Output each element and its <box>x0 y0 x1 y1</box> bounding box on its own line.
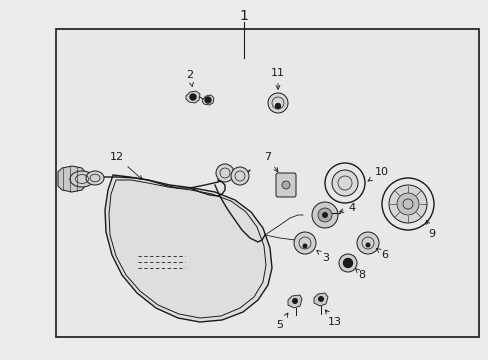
Ellipse shape <box>70 171 94 187</box>
Circle shape <box>302 243 307 248</box>
Circle shape <box>356 232 378 254</box>
Text: 11: 11 <box>270 68 285 89</box>
Polygon shape <box>202 95 214 105</box>
Polygon shape <box>287 295 302 308</box>
Text: 8: 8 <box>355 269 365 280</box>
Text: 3: 3 <box>316 250 329 263</box>
Circle shape <box>291 298 297 304</box>
Circle shape <box>275 104 280 108</box>
Text: 4: 4 <box>339 203 355 213</box>
Circle shape <box>267 93 287 113</box>
Text: 6: 6 <box>376 248 387 260</box>
Circle shape <box>365 243 370 248</box>
Circle shape <box>230 167 248 185</box>
Polygon shape <box>58 166 85 192</box>
Circle shape <box>311 202 337 228</box>
Circle shape <box>321 212 327 218</box>
Text: 7: 7 <box>264 152 277 172</box>
Text: 12: 12 <box>110 152 142 180</box>
Circle shape <box>190 94 196 100</box>
Circle shape <box>343 258 352 267</box>
Text: 13: 13 <box>325 310 341 327</box>
Circle shape <box>317 296 324 302</box>
Polygon shape <box>185 91 200 103</box>
Polygon shape <box>105 175 271 322</box>
Circle shape <box>388 185 426 223</box>
Circle shape <box>216 164 234 182</box>
Circle shape <box>293 232 315 254</box>
Text: 10: 10 <box>367 167 388 181</box>
FancyBboxPatch shape <box>275 173 295 197</box>
Circle shape <box>396 193 418 215</box>
Text: 1: 1 <box>239 9 248 23</box>
Polygon shape <box>313 293 327 306</box>
Text: 2: 2 <box>186 70 193 86</box>
FancyBboxPatch shape <box>56 29 478 337</box>
Text: 9: 9 <box>425 220 435 239</box>
Circle shape <box>204 97 210 103</box>
Circle shape <box>338 254 356 272</box>
Circle shape <box>282 181 289 189</box>
Text: 5: 5 <box>276 313 287 330</box>
Circle shape <box>331 170 357 196</box>
Circle shape <box>317 208 331 222</box>
Ellipse shape <box>86 171 104 185</box>
